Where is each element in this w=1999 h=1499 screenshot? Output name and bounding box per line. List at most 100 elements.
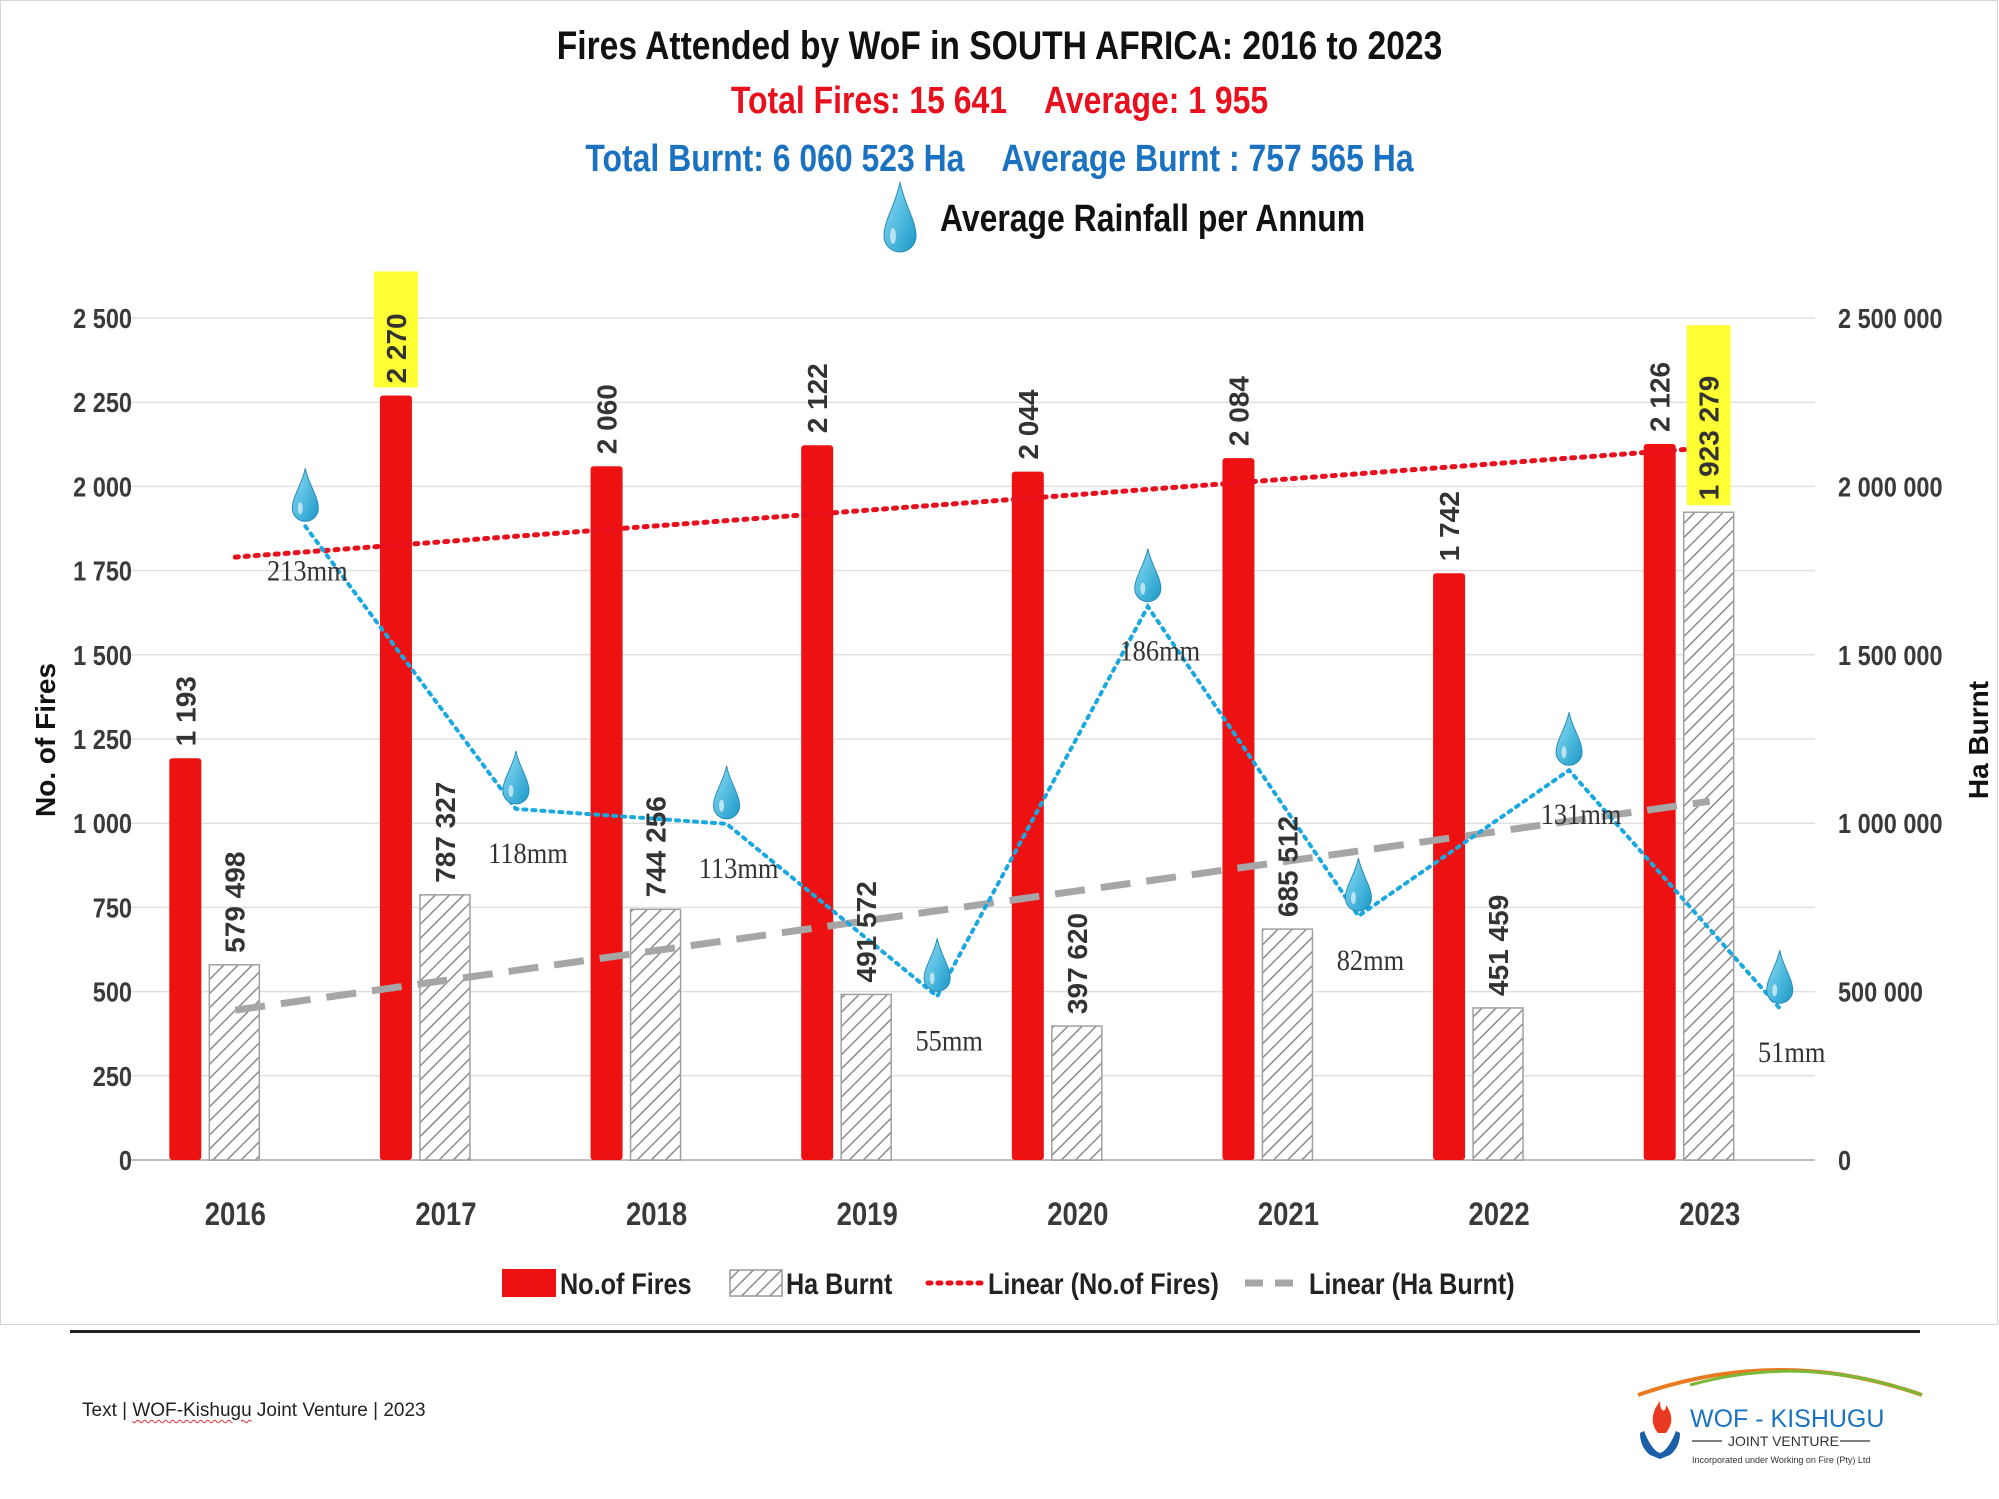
rainfall-series: 213mm 118mm 113mm 55mm 186mm 82mm 131mm 51mm — [267, 468, 1825, 1070]
footer-prefix: Text | — [82, 1400, 133, 1421]
logo-name: WOF - KISHUGU — [1690, 1405, 1884, 1433]
fires-data-label: 2 044 — [1013, 389, 1044, 459]
category-label: 2023 — [1679, 1197, 1740, 1232]
raindrop-shape — [1134, 548, 1162, 603]
left-tick-label: 1 750 — [73, 557, 132, 587]
right-tick-label: 1 500 000 — [1838, 641, 1943, 671]
burnt-summary: Total Burnt: 6 060 523 Ha Average Burnt :… — [160, 138, 1839, 181]
category-label: 2018 — [626, 1197, 687, 1232]
logo-tagline: Incorporated under Working on Fire (Pty)… — [1692, 1455, 1870, 1465]
raindrop-shape — [923, 938, 951, 992]
raindrop-highlight — [297, 502, 303, 515]
left-tick-label: 1 500 — [73, 641, 132, 671]
ha-burnt-data-label: 451 459 — [1483, 895, 1514, 996]
raindrop-highlight — [508, 784, 514, 797]
fires-bar — [1011, 471, 1044, 1160]
ha-burnt-data-label: 579 498 — [219, 852, 250, 953]
raindrop-shape — [713, 765, 741, 820]
fires-data-label: 1 742 — [1434, 491, 1465, 561]
raindrop-shape — [291, 468, 319, 522]
chart-title: Fires Attended by WoF in SOUTH AFRICA: 2… — [556, 24, 1443, 68]
chart-svg: 0 250 500 750 1 000 1 250 1 500 1 750 2 000 2 250… — [30, 271, 1994, 1301]
rainfall-legend-label: Average Rainfall per Annum — [940, 198, 1366, 240]
category-label: 2020 — [1047, 1197, 1108, 1232]
footer-text: Text | WOF-Kishugu Joint Venture | 2023 — [82, 1400, 426, 1422]
trendlines — [232, 445, 1713, 1014]
fires-bar — [590, 466, 623, 1160]
fires-data-label: 2 060 — [592, 384, 623, 454]
fires-summary: Total Fires: 15 641 Average: 1 955 — [160, 80, 1839, 123]
rainfall-label: 82mm — [1337, 945, 1404, 978]
axes: 0 250 500 750 1 000 1 250 1 500 1 750 2 000 2 250… — [30, 304, 1994, 1232]
fires-trendline — [232, 445, 1713, 560]
left-tick-label: 2 000 — [73, 473, 132, 503]
ha-burnt-bar — [1051, 1025, 1103, 1161]
raindrop-icon — [291, 468, 319, 522]
left-axis-title: No. of Fires — [30, 663, 61, 817]
total-fires-text: Total Fires: 15 641 — [730, 80, 1008, 122]
fires-data-label: 2 084 — [1223, 376, 1254, 446]
ha-burnt-bar — [1472, 1007, 1524, 1161]
right-tick-label: 500 000 — [1838, 978, 1923, 1008]
left-tick-label: 2 250 — [73, 388, 132, 418]
fires-bar — [169, 758, 202, 1160]
right-tick-label: 0 — [1838, 1146, 1851, 1176]
legend-swatch-ha-burnt — [729, 1269, 783, 1297]
footer-rest: Joint Venture | 2023 — [251, 1400, 426, 1421]
category-label: 2021 — [1258, 1197, 1319, 1232]
raindrop-shape — [1555, 712, 1583, 766]
ha-burnt-bar — [208, 964, 261, 1161]
raindrop-icon — [1134, 548, 1162, 603]
average-fires-text: Average: 1 955 — [1043, 80, 1269, 122]
bars — [169, 395, 1735, 1161]
footer-divider — [70, 1330, 1920, 1333]
rainfall-label: 55mm — [915, 1025, 982, 1058]
rainfall-label: 118mm — [488, 837, 568, 870]
left-tick-label: 500 — [93, 978, 132, 1008]
left-tick-label: 1 000 — [73, 809, 132, 839]
total-burnt-text: Total Burnt: 6 060 523 Ha — [585, 138, 965, 180]
average-burnt-text: Average Burnt : 757 565 Ha — [1001, 138, 1414, 180]
raindrop-icon — [883, 181, 917, 253]
category-label: 2022 — [1468, 1197, 1529, 1232]
raindrop-shape — [502, 750, 530, 805]
rainfall-label: 131mm — [1541, 799, 1622, 832]
category-label: 2017 — [415, 1197, 476, 1232]
rainfall-line — [303, 524, 1782, 1011]
fires-bar — [1433, 573, 1466, 1160]
logo-sub: JOINT VENTURE — [1728, 1433, 1839, 1449]
right-tick-label: 2 000 000 — [1838, 473, 1943, 503]
legend-label-fires: No.of Fires — [560, 1267, 692, 1301]
raindrop-icon — [1344, 857, 1372, 912]
fires-bar — [801, 445, 834, 1160]
rainfall-label: 113mm — [699, 852, 779, 885]
ha-burnt-bar — [840, 993, 892, 1161]
wof-kishugu-logo: WOF - KISHUGU JOINT VENTURE Incorporated… — [1637, 1368, 1923, 1465]
label-highlight — [1686, 325, 1731, 506]
left-tick-label: 2 500 — [73, 304, 132, 334]
raindrop-highlight — [1140, 582, 1146, 595]
raindrop-icon — [502, 750, 530, 805]
raindrop-icon — [923, 938, 951, 992]
category-label: 2019 — [837, 1197, 898, 1232]
raindrop-icon — [1766, 950, 1794, 1004]
left-tick-label: 0 — [119, 1146, 132, 1176]
ha-burnt-data-label: 744 256 — [641, 796, 672, 897]
flame-hands-icon — [1640, 1401, 1680, 1459]
raindrop-shape — [1344, 857, 1372, 912]
ha-burnt-bar — [1261, 928, 1314, 1161]
right-tick-label: 2 500 000 — [1838, 304, 1943, 334]
fires-data-label: 1 193 — [170, 676, 201, 746]
ha-burnt-bar — [1682, 511, 1735, 1161]
ha-burnt-data-label: 397 620 — [1062, 913, 1093, 1014]
raindrop-highlight — [1350, 892, 1356, 905]
data-labels: 1 193 579 498 2 270 787 327 2 060 744 256 2 12… — [170, 271, 1731, 1014]
label-highlight — [373, 271, 418, 388]
raindrop-highlight — [1561, 746, 1567, 759]
legend-label-ha-burnt-trend: Linear (Ha Burnt) — [1309, 1267, 1515, 1301]
right-tick-label: 1 000 000 — [1838, 809, 1943, 839]
raindrop-icon — [1555, 712, 1583, 766]
fires-bar — [1643, 443, 1676, 1160]
fires-bar — [1222, 458, 1255, 1161]
ha-burnt-trendline — [234, 797, 1711, 1014]
